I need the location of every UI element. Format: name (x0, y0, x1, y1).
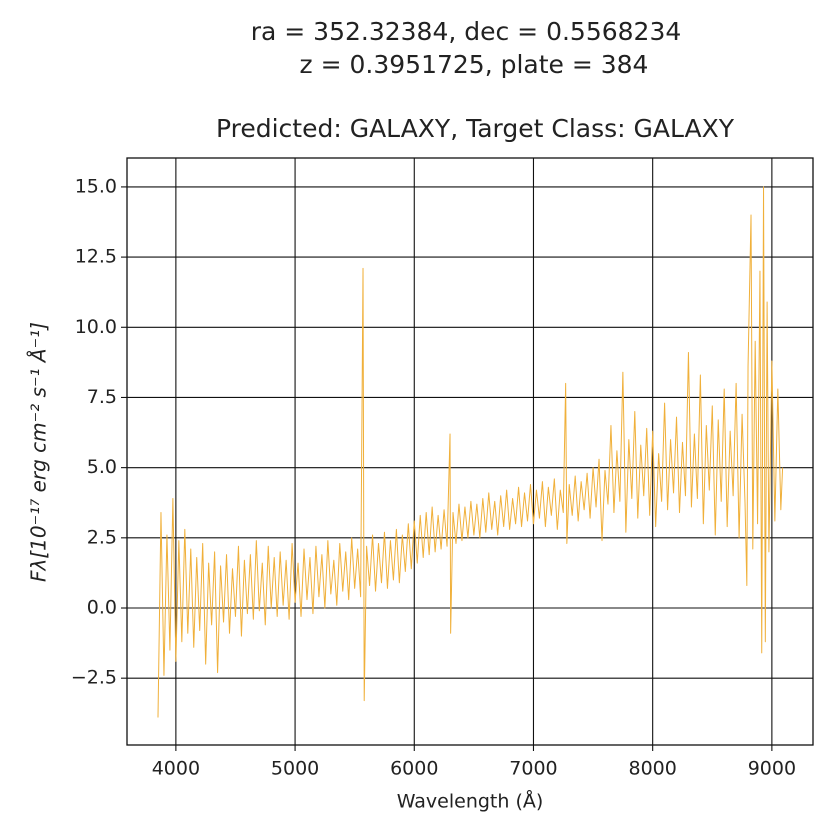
y-tick-label: 5.0 (87, 456, 117, 478)
chart-title: z = 0.3951725, plate = 384 (300, 50, 649, 79)
y-axis-label: Fλ[10⁻¹⁷ erg cm⁻² s⁻¹ Å⁻¹] (27, 322, 51, 582)
plot-frame (126, 157, 814, 746)
y-tick-label: 7.5 (87, 386, 117, 408)
x-tick-label: 4000 (152, 758, 200, 780)
x-tick-label: 7000 (509, 758, 557, 780)
spectrum-line (157, 186, 784, 718)
x-tick-label: 6000 (390, 758, 438, 780)
y-tick-label: 15.0 (75, 175, 117, 197)
y-tick-label: −2.5 (71, 667, 117, 689)
x-tick-label: 8000 (628, 758, 676, 780)
y-tick-label: 2.5 (87, 526, 117, 548)
chart-title: ra = 352.32384, dec = 0.5568234 (251, 17, 682, 46)
y-tick-label: 10.0 (75, 316, 117, 338)
x-tick-label: 9000 (748, 758, 796, 780)
y-tick-label: 0.0 (87, 597, 117, 619)
x-tick-label: 5000 (271, 758, 319, 780)
y-tick-label: 12.5 (75, 246, 117, 268)
x-axis-label: Wavelength (Å) (397, 790, 544, 813)
chart-subtitle: Predicted: GALAXY, Target Class: GALAXY (216, 114, 735, 143)
